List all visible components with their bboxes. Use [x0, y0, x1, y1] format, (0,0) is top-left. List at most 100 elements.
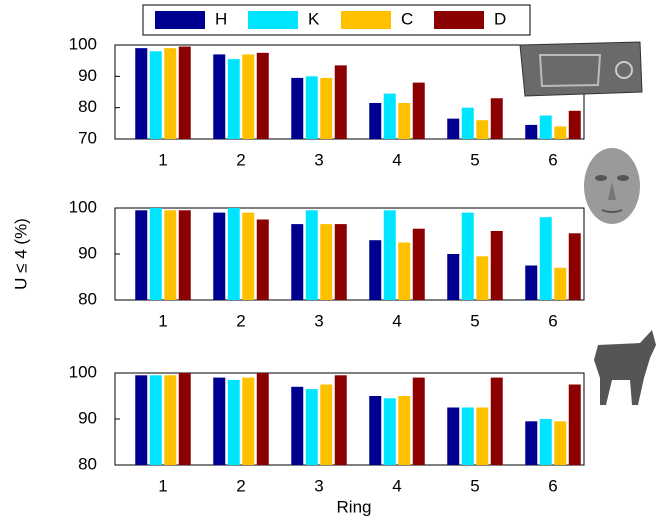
y-tick-label: 70 — [78, 128, 97, 147]
figure: 70 80 90 100 1 2 3 4 5 6 80 90 100 1 2 3 4 5 6 U ≤ 4 (%) 80 9… — [0, 0, 664, 518]
stone-image — [520, 42, 642, 96]
x-tick-label: 1 — [158, 476, 167, 495]
bar — [398, 103, 410, 139]
bar — [540, 217, 552, 300]
bar — [476, 120, 488, 139]
x-tick-label: 5 — [470, 476, 479, 495]
bar — [569, 385, 581, 466]
x-axis-label: Ring — [337, 497, 372, 516]
y-tick-label: 90 — [78, 66, 97, 85]
x-tick-label: 2 — [236, 150, 245, 169]
y-tick-label: 90 — [78, 243, 97, 262]
bar — [135, 375, 147, 465]
bar — [369, 103, 381, 139]
bar — [525, 421, 537, 465]
bar — [476, 256, 488, 300]
bar — [164, 48, 176, 139]
legend-label: K — [308, 9, 320, 28]
x-tick-label: 1 — [158, 311, 167, 330]
bar — [228, 380, 240, 465]
bar — [476, 408, 488, 466]
bar — [462, 108, 474, 139]
bar — [335, 65, 347, 139]
bar — [369, 240, 381, 300]
y-tick-label: 90 — [78, 408, 97, 427]
bar — [242, 213, 254, 300]
bar — [164, 210, 176, 300]
y-tick-label: 100 — [69, 34, 97, 53]
bar — [179, 210, 191, 300]
bar — [540, 419, 552, 465]
bar — [320, 78, 332, 139]
x-tick-label: 3 — [314, 311, 323, 330]
bar — [554, 126, 566, 139]
bar — [398, 396, 410, 465]
legend-label: H — [215, 9, 227, 28]
x-tick-label: 2 — [236, 476, 245, 495]
bar — [554, 421, 566, 465]
x-tick-label: 4 — [392, 150, 401, 169]
bar — [228, 208, 240, 300]
bar — [384, 210, 396, 300]
legend-swatch — [434, 11, 484, 29]
bar — [291, 78, 303, 139]
bar — [213, 378, 225, 465]
y-axis-label: U ≤ 4 (%) — [11, 218, 30, 290]
bar — [228, 59, 240, 139]
x-tick-label: 6 — [548, 150, 557, 169]
legend-swatch — [341, 11, 391, 29]
bar — [447, 254, 459, 300]
x-tick-label: 5 — [470, 311, 479, 330]
bar — [491, 231, 503, 300]
bar — [179, 47, 191, 139]
y-tick-label: 100 — [69, 362, 97, 381]
x-tick-label: 6 — [548, 311, 557, 330]
bar — [213, 54, 225, 139]
bar — [164, 375, 176, 465]
bar — [525, 125, 537, 139]
bar — [306, 389, 318, 465]
bar — [335, 224, 347, 300]
bar — [135, 48, 147, 139]
bar — [398, 243, 410, 301]
y-tick-label: 80 — [78, 454, 97, 473]
bar — [540, 116, 552, 140]
bar — [135, 210, 147, 300]
legend-swatch — [155, 11, 205, 29]
bar — [462, 213, 474, 300]
x-tick-label: 4 — [392, 311, 401, 330]
y-tick-label: 80 — [78, 289, 97, 308]
bar — [384, 94, 396, 139]
x-tick-label: 1 — [158, 150, 167, 169]
bar — [213, 213, 225, 300]
legend-label: D — [494, 9, 506, 28]
bar — [257, 373, 269, 465]
bar — [554, 268, 566, 300]
bar — [306, 76, 318, 139]
bar — [320, 385, 332, 466]
y-tick-label: 80 — [78, 97, 97, 116]
x-tick-label: 3 — [314, 150, 323, 169]
bar — [291, 387, 303, 465]
bar — [569, 111, 581, 139]
bar — [525, 266, 537, 301]
x-tick-label: 5 — [470, 150, 479, 169]
x-tick-label: 4 — [392, 476, 401, 495]
bar — [291, 224, 303, 300]
face-image — [584, 148, 640, 224]
bar — [491, 98, 503, 139]
bar — [150, 208, 162, 300]
legend-label: C — [401, 9, 413, 28]
bar — [413, 378, 425, 465]
bar — [413, 83, 425, 139]
bar — [384, 398, 396, 465]
bar — [413, 229, 425, 300]
bar — [369, 396, 381, 465]
bar — [335, 375, 347, 465]
bar — [242, 54, 254, 139]
bar — [257, 220, 269, 301]
bar — [447, 119, 459, 139]
x-tick-label: 2 — [236, 311, 245, 330]
bar — [462, 408, 474, 466]
bar — [491, 378, 503, 465]
